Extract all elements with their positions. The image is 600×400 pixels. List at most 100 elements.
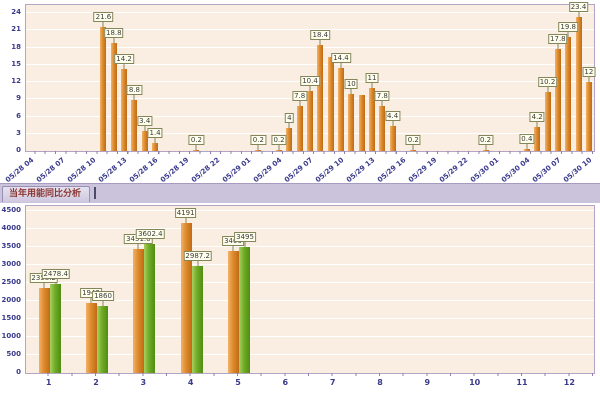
value-label-connector — [185, 217, 187, 223]
y-axis-tick-label: 3500 — [1, 242, 21, 251]
value-label-connector — [144, 126, 146, 132]
y-axis-tick-label: 4000 — [1, 224, 21, 233]
bar-value-label: 2478.4 — [41, 269, 70, 279]
top-x-axis-minor-ticks — [25, 151, 593, 154]
value-label-connector — [567, 32, 569, 38]
value-label-connector — [195, 144, 197, 150]
y-axis-tick-label: 3 — [16, 128, 21, 137]
value-label-connector — [288, 123, 290, 129]
bar-value-label: 14.4 — [331, 53, 351, 64]
gridline — [26, 354, 594, 356]
gridline — [26, 282, 594, 284]
value-label-connector — [90, 298, 92, 304]
x-axis-tick-label: 05/29 22 — [437, 156, 470, 185]
value-label-connector — [309, 86, 311, 92]
value-label-connector — [278, 144, 280, 150]
hourly-bar — [255, 149, 262, 151]
value-label-connector — [43, 283, 45, 289]
hourly-bar — [585, 82, 592, 151]
value-label-connector — [547, 87, 549, 93]
month-bar-orange — [133, 249, 145, 373]
tab-bar: 当年用能同比分析 — [0, 183, 600, 203]
month-bar-orange — [228, 250, 239, 373]
month-bar-orange — [38, 288, 50, 373]
bar-value-label: 10 — [344, 78, 358, 89]
y-axis-tick-label: 21 — [11, 25, 21, 34]
value-label-connector — [113, 37, 115, 43]
hourly-bar — [317, 45, 324, 151]
x-axis-tick-label: 05/29 16 — [375, 156, 408, 185]
value-label-connector — [578, 11, 579, 17]
x-axis-tick-label: 12 — [563, 378, 575, 387]
month-bar-green — [239, 247, 250, 373]
value-label-connector — [123, 64, 125, 70]
hourly-bar — [131, 100, 138, 151]
hourly-bar — [348, 93, 355, 151]
month-bar-green — [97, 306, 108, 373]
y-axis-tick-label: 24 — [11, 8, 21, 17]
tab-label: 当年用能同比分析 — [9, 189, 82, 199]
bottom-x-axis-minor-ticks — [25, 373, 593, 376]
bar-value-label: 7.8 — [374, 91, 390, 102]
x-axis-tick-label: 05/29 01 — [220, 156, 253, 185]
hourly-bar — [523, 148, 530, 151]
hourly-bar — [554, 48, 561, 151]
hourly-bar — [327, 56, 334, 151]
value-label-connector — [154, 137, 156, 143]
bar-value-label: 4 — [285, 113, 294, 124]
bar-value-label: 4.4 — [385, 110, 401, 121]
y-axis-tick-label: 9 — [16, 94, 21, 103]
x-axis-tick-label: 05/28 10 — [65, 156, 98, 185]
bar-value-label: 11 — [365, 72, 379, 83]
top-plot-area: 21.6 18.8 14.2 8.8 3.4 1.4 0.2 0.2 0.2 4 7.8 10.4 18… — [25, 1, 596, 152]
value-label-connector — [137, 244, 139, 250]
x-axis-tick-label: 2 — [93, 378, 99, 387]
bar-value-label: 0.2 — [477, 134, 494, 145]
hourly-bar — [389, 125, 396, 151]
value-label-connector — [340, 63, 342, 69]
y-axis-tick-label: 4500 — [1, 206, 21, 215]
bar-value-label: 7.8 — [292, 91, 308, 102]
hourly-usage-bar-chart: 21.6 18.8 14.2 8.8 3.4 1.4 0.2 0.2 0.2 4 7.8 10.4 18… — [0, 0, 600, 185]
bar-value-label: 19.8 — [558, 22, 578, 33]
y-axis-tick-label: 1500 — [1, 314, 21, 323]
y-axis-tick-label: 6 — [16, 111, 21, 120]
gridline — [26, 336, 594, 338]
x-axis-tick-label: 3 — [140, 378, 147, 387]
bar-value-label: 3.4 — [137, 116, 153, 127]
y-axis-tick-label: 15 — [11, 59, 21, 68]
value-label-connector — [381, 101, 383, 107]
hourly-bar — [286, 128, 293, 151]
x-axis-tick-label: 10 — [469, 378, 481, 387]
y-axis-tick-label: 0 — [16, 368, 21, 376]
bottom-plot-area: 2358.22478.4194218603451.63602.441912987… — [25, 205, 595, 374]
y-axis-tick-label: 2000 — [1, 296, 21, 305]
bar-value-label: 12 — [582, 67, 596, 78]
x-axis-tick-label: 05/28 16 — [127, 156, 160, 185]
value-label-connector — [392, 120, 394, 126]
month-bar-orange — [180, 222, 192, 373]
bar-value-label: 14.2 — [114, 54, 134, 65]
value-label-connector — [350, 88, 352, 94]
y-axis-tick-label: 3000 — [1, 260, 21, 269]
x-axis-tick-label: 4 — [187, 378, 194, 387]
bar-value-label: 0.2 — [271, 134, 287, 145]
bar-value-label: 10.4 — [300, 76, 320, 87]
hourly-bar — [276, 149, 283, 151]
x-axis-tick-label: 05/29 10 — [313, 156, 346, 185]
gridline — [26, 12, 594, 14]
value-label-connector — [257, 144, 259, 150]
y-axis-tick-label: 0 — [16, 146, 21, 154]
y-axis-tick-label: 18 — [11, 42, 21, 51]
hourly-bar — [379, 106, 386, 151]
hourly-bar — [368, 87, 375, 151]
x-axis-tick-label: 05/30 07 — [530, 156, 563, 185]
x-axis-tick-label: 05/28 04 — [3, 156, 36, 185]
x-axis-tick-label: 05/29 07 — [282, 156, 315, 185]
tab-yoy-analysis[interactable]: 当年用能同比分析 — [2, 186, 91, 202]
bar-value-label: 21.6 — [93, 11, 114, 22]
hourly-bar — [100, 26, 107, 151]
x-axis-tick-label: 8 — [377, 378, 383, 387]
bar-value-label: 4191 — [174, 207, 197, 218]
gridline — [26, 228, 594, 230]
